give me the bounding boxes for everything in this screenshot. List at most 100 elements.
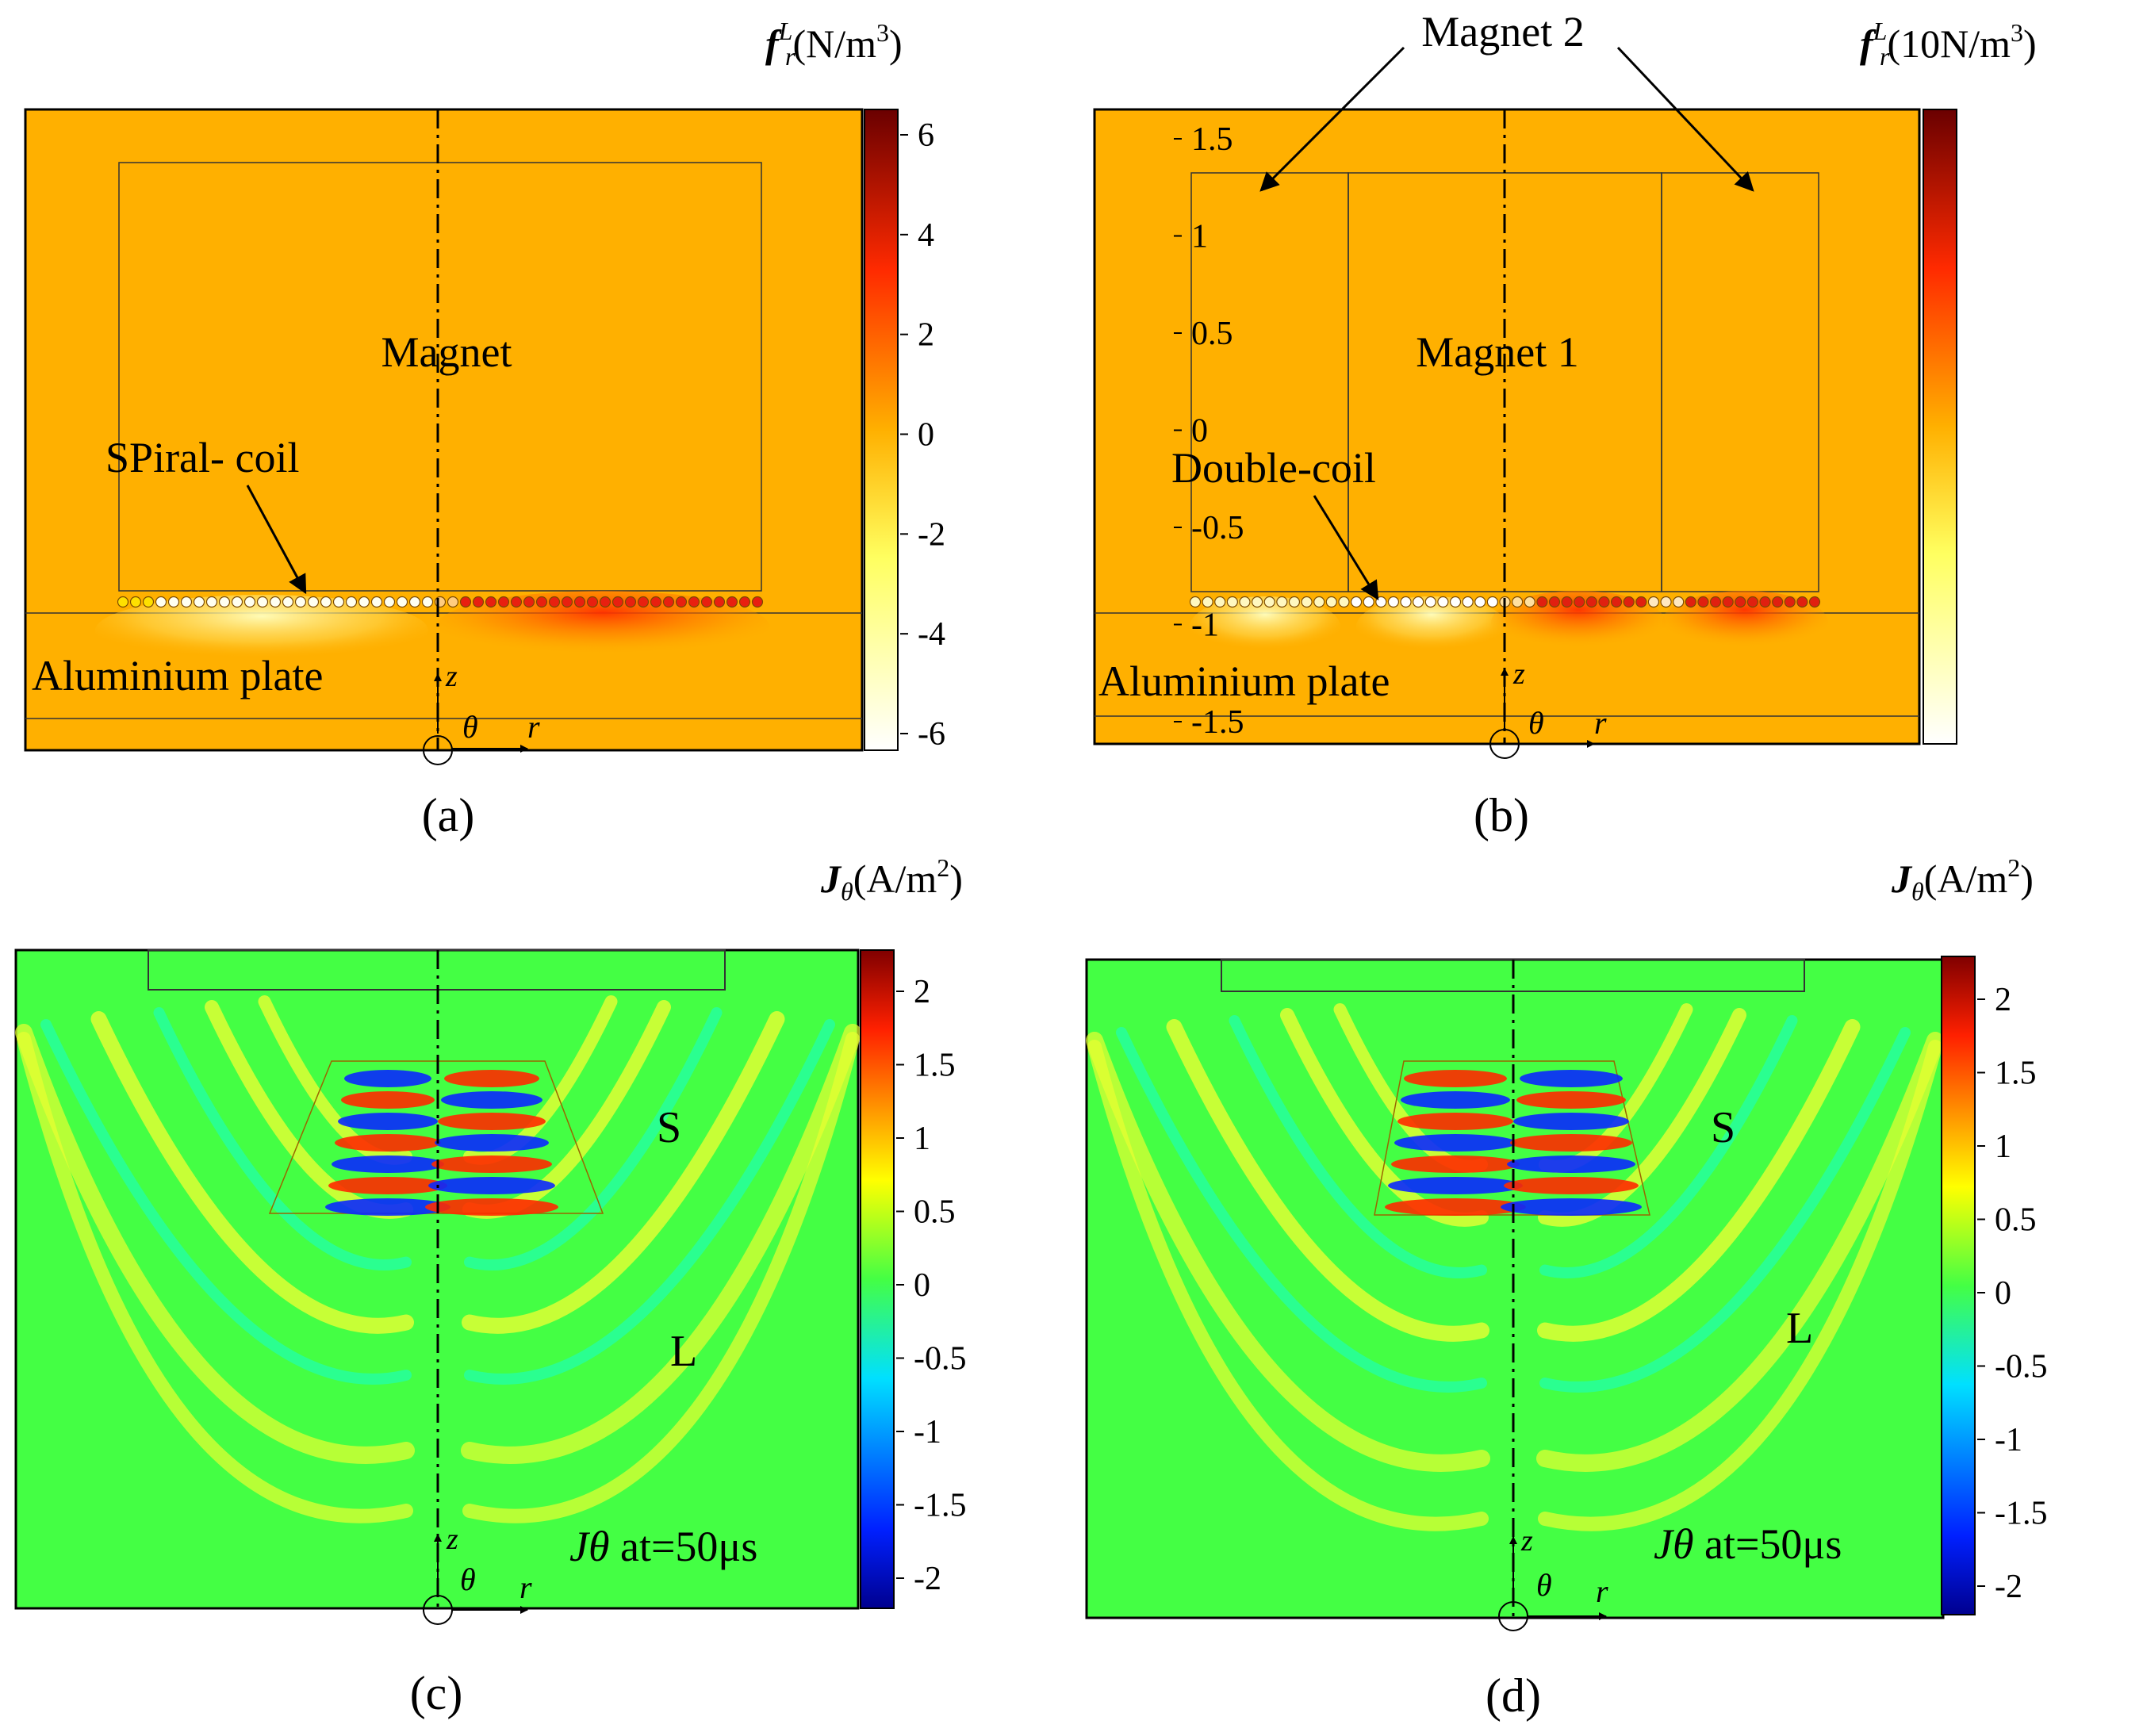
panel-b-cb-unit-sup: 3	[2011, 18, 2023, 47]
colorbar-tick-label: 6	[918, 117, 934, 154]
coil-wire	[1512, 596, 1524, 608]
coil-wire	[1486, 596, 1498, 608]
wave-arc	[1166, 1019, 1489, 1342]
coil-wire	[1189, 596, 1202, 608]
coil-wire	[205, 596, 218, 608]
panel-a-r-label: r	[527, 709, 540, 745]
coil-wire	[142, 596, 155, 608]
panel-b-magnet1-label: Magnet 1	[1416, 328, 1578, 376]
colorbar-tick-label: 2	[914, 974, 930, 1010]
current-stripe	[441, 1091, 542, 1109]
wave-arc	[1086, 1032, 1490, 1472]
coil-wire	[1387, 596, 1400, 608]
colorbar-tick-label: -1.5	[1191, 704, 1244, 741]
panel-b-coil-label: Double-coil	[1171, 444, 1376, 492]
coil-wire	[535, 596, 548, 608]
colorbar-tick-label: -0.5	[914, 1341, 967, 1378]
current-stripe	[344, 1070, 431, 1087]
panel-d-cb-unit-end: )	[2020, 857, 2034, 901]
panel-d-l-label: L	[1786, 1304, 1813, 1353]
panel-a-magnet-label: Magnet	[381, 328, 512, 376]
coil-wire	[1413, 596, 1424, 608]
coil-wire	[1202, 596, 1213, 608]
panel-c-wave-field	[15, 995, 861, 1523]
coil-wire	[180, 596, 193, 608]
coil-wire	[1548, 596, 1561, 608]
coil-wire	[1660, 596, 1672, 608]
colorbar-tick-label: -2	[918, 516, 945, 553]
coil-wire	[243, 596, 256, 608]
coil-wire	[1524, 596, 1535, 608]
colorbar-tick-label: 1.5	[1191, 121, 1233, 158]
panel-c-colorbar-ticks: 2 1.5 1 0.5 0 -0.5 -1 -1.5 -2	[896, 974, 967, 1597]
panel-c-l-label: L	[670, 1327, 697, 1376]
colorbar-tick-label: -6	[918, 716, 945, 753]
current-stripe	[1394, 1134, 1516, 1152]
wave-arc	[1537, 1019, 1861, 1342]
colorbar-tick-label: 0.5	[1191, 316, 1233, 352]
coil-wire	[459, 596, 472, 608]
current-stripe	[1516, 1091, 1626, 1109]
current-stripe	[428, 1177, 555, 1194]
panel-b-field-3	[1491, 591, 1666, 654]
colorbar-tick-label: 0	[1191, 413, 1208, 450]
current-stripe	[341, 1091, 435, 1109]
panel-a-theta-label: θ	[462, 709, 478, 745]
panel-c-coil-stripes	[325, 1070, 558, 1216]
panel-d-time-label: Jθ at=50μs	[1654, 1520, 1842, 1568]
coil-wire	[167, 596, 180, 608]
coil-wire	[675, 596, 688, 608]
panel-a-field-left	[95, 595, 428, 666]
coil-wire	[256, 596, 269, 608]
panel-c-caption: (c)	[410, 1667, 463, 1719]
current-stripe	[438, 1113, 546, 1130]
coil-wire	[155, 596, 167, 608]
coil-wire	[1722, 596, 1734, 608]
panel-c-cb-sub: θ	[841, 877, 853, 906]
panel-b-coil-arrow	[1313, 495, 1379, 601]
current-stripe	[1385, 1198, 1526, 1216]
coil-wire	[1437, 596, 1449, 608]
panel-b-z-label: z	[1512, 657, 1525, 691]
panel-a-coil	[117, 596, 764, 608]
coil-wire	[611, 596, 624, 608]
panel-d-z-label: z	[1520, 1524, 1533, 1558]
current-stripe	[1520, 1070, 1623, 1087]
colorbar-tick-label: -0.5	[1191, 510, 1244, 546]
coil-wire	[510, 596, 523, 608]
coil-wire	[1226, 596, 1238, 608]
panel-b: Magnet 1 Magnet 2 Double-coil Aluminium …	[1093, 8, 2037, 841]
wave-arc	[90, 1011, 414, 1334]
panel-c-r-label: r	[519, 1569, 532, 1605]
panel-d-cb-main: J	[1891, 857, 1913, 901]
panel-b-cb-sub: r	[1880, 42, 1890, 71]
coil-wire	[1735, 596, 1746, 608]
colorbar-tick-label: 0	[918, 417, 934, 454]
colorbar-tick-label: 4	[918, 217, 934, 254]
colorbar-tick-label: -0.5	[1995, 1349, 2048, 1385]
colorbar-tick-label: 1.5	[914, 1048, 956, 1084]
wave-arc	[1087, 1040, 1489, 1531]
coil-wire	[1585, 596, 1597, 608]
panel-a: Magnet SPiral- coil Aluminium plate z θ …	[24, 17, 945, 841]
coil-wire	[599, 596, 611, 608]
coil-wire	[688, 596, 700, 608]
coil-wire	[332, 596, 345, 608]
coil-wire	[472, 596, 485, 608]
panel-b-magnet2-arrow-left	[1259, 46, 1405, 192]
coil-wire	[573, 596, 586, 608]
colorbar-tick-label: 2	[1995, 982, 2011, 1018]
coil-wire	[1263, 596, 1275, 608]
panel-a-cb-main: f	[765, 21, 782, 66]
panel-b-magnet2-label: Magnet 2	[1421, 8, 1584, 56]
coil-wire	[307, 596, 320, 608]
panel-b-field-1	[1190, 596, 1340, 657]
wave-arc	[15, 1024, 415, 1464]
coil-wire	[561, 596, 573, 608]
wave-arc	[1116, 1027, 1487, 1393]
coil-wire	[1313, 596, 1325, 608]
coil-wire	[1424, 596, 1436, 608]
panel-c-cb-main: J	[820, 857, 842, 901]
wave-arc	[462, 1011, 785, 1334]
